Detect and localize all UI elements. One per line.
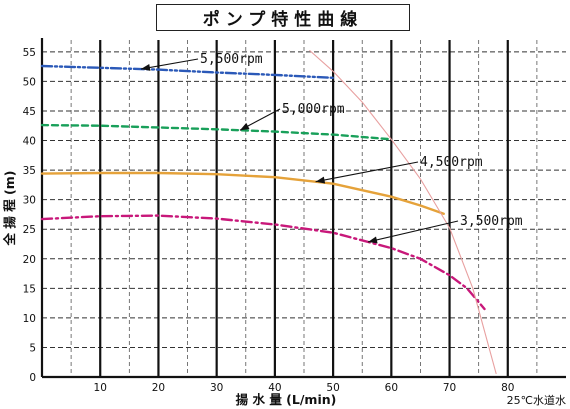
y-tick-label: 5 <box>29 342 36 354</box>
annotation-label: 5,000rpm <box>282 102 345 117</box>
annotation-arrowhead <box>368 236 378 244</box>
x-tick-label: 40 <box>268 382 281 394</box>
x-tick-label: 10 <box>94 382 107 394</box>
y-tick-label: 20 <box>23 254 36 266</box>
annotation-arrowhead <box>315 176 326 184</box>
water-temperature-note: 25℃水道水 <box>507 393 566 407</box>
series-line-4500rpm <box>40 171 445 215</box>
series-line-5500rpm <box>40 64 335 79</box>
series-line-3500rpm <box>40 214 486 311</box>
annotation-label: 5,500rpm <box>200 52 263 67</box>
annotation-arrow-line <box>315 161 419 183</box>
y-tick-label: 0 <box>29 372 36 384</box>
x-tick-label: 60 <box>385 382 398 394</box>
x-tick-label: 50 <box>326 382 339 394</box>
y-tick-label: 25 <box>23 224 36 236</box>
y-tick-label: 10 <box>23 313 36 325</box>
y-tick-label: 35 <box>23 165 36 177</box>
annotation-arrowhead <box>239 122 250 131</box>
y-axis-label: 全 揚 程 (m) <box>2 170 17 246</box>
x-tick-label: 30 <box>210 382 223 394</box>
y-tick-label: 45 <box>23 106 36 118</box>
annotation-arrow-line <box>367 220 459 243</box>
x-axis-label: 揚 水 量 (L/min) <box>236 392 337 407</box>
x-tick-label: 20 <box>152 382 165 394</box>
y-tick-label: 15 <box>23 283 36 295</box>
x-tick-label: 70 <box>443 382 456 394</box>
annotation-label: 4,500rpm <box>420 155 483 170</box>
operating-limit-curve <box>309 50 497 375</box>
y-tick-label: 30 <box>23 195 36 207</box>
chart-title: ポンプ特性曲線 <box>156 4 410 31</box>
annotation-arrowhead <box>140 64 151 71</box>
annotation-label: 3,500rpm <box>460 214 523 229</box>
y-tick-label: 40 <box>23 136 36 148</box>
y-tick-label: 50 <box>23 76 36 88</box>
y-tick-label: 55 <box>23 47 36 59</box>
x-tick-label: 80 <box>501 382 514 394</box>
annotation-arrow-line <box>140 58 199 70</box>
series-line-5000rpm <box>40 123 393 141</box>
